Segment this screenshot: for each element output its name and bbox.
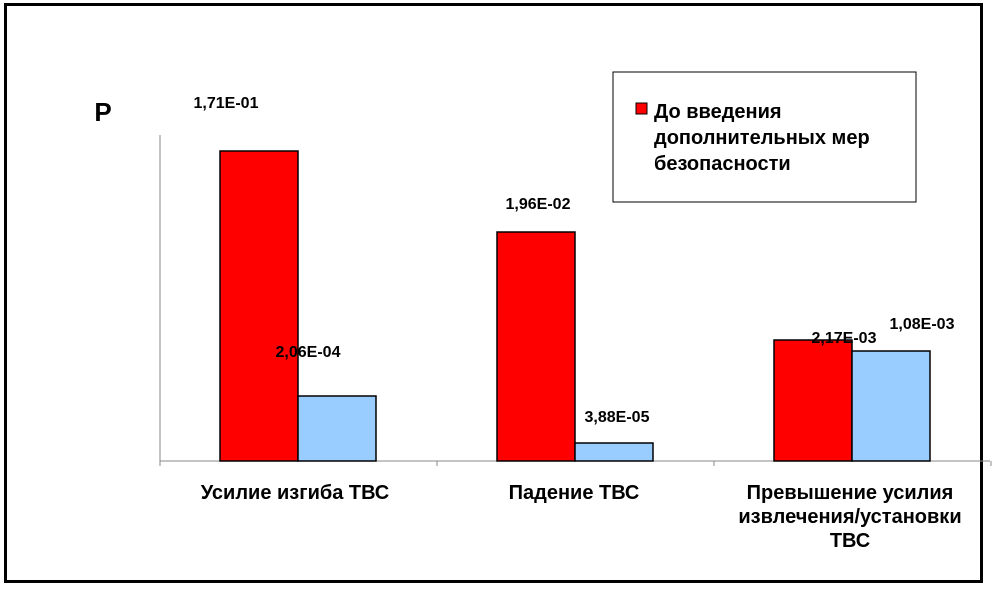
category-label: Усилие изгиба ТВС (201, 482, 390, 504)
category-label: Превышение усилия извлечения/установки ТВС (738, 482, 961, 552)
legend-box (612, 71, 917, 203)
bar (496, 231, 576, 462)
legend: До введения дополнительных мер безопасност… (612, 71, 917, 203)
bar (574, 442, 654, 462)
plot-area: P 1,71E-01 1,96E-02 2,17E-03 2,06E-04 3,88E-0… (94, 71, 992, 552)
category-label: Падение ТВС (509, 482, 640, 504)
data-label: 2,17E-03 (812, 330, 877, 347)
bar (851, 350, 931, 462)
data-label: 3,88E-05 (585, 409, 650, 426)
bar (297, 395, 377, 462)
data-label: 1,08E-03 (890, 316, 955, 333)
bar (773, 339, 853, 462)
y-axis-label: P (94, 97, 111, 127)
data-label: 2,06E-04 (276, 344, 341, 361)
data-label: 1,71E-01 (194, 95, 259, 112)
bar (219, 150, 299, 462)
data-label: 1,96E-02 (506, 196, 571, 213)
legend-swatch (635, 102, 648, 115)
legend-label: До введения дополнительных мер безопасност… (654, 101, 870, 175)
